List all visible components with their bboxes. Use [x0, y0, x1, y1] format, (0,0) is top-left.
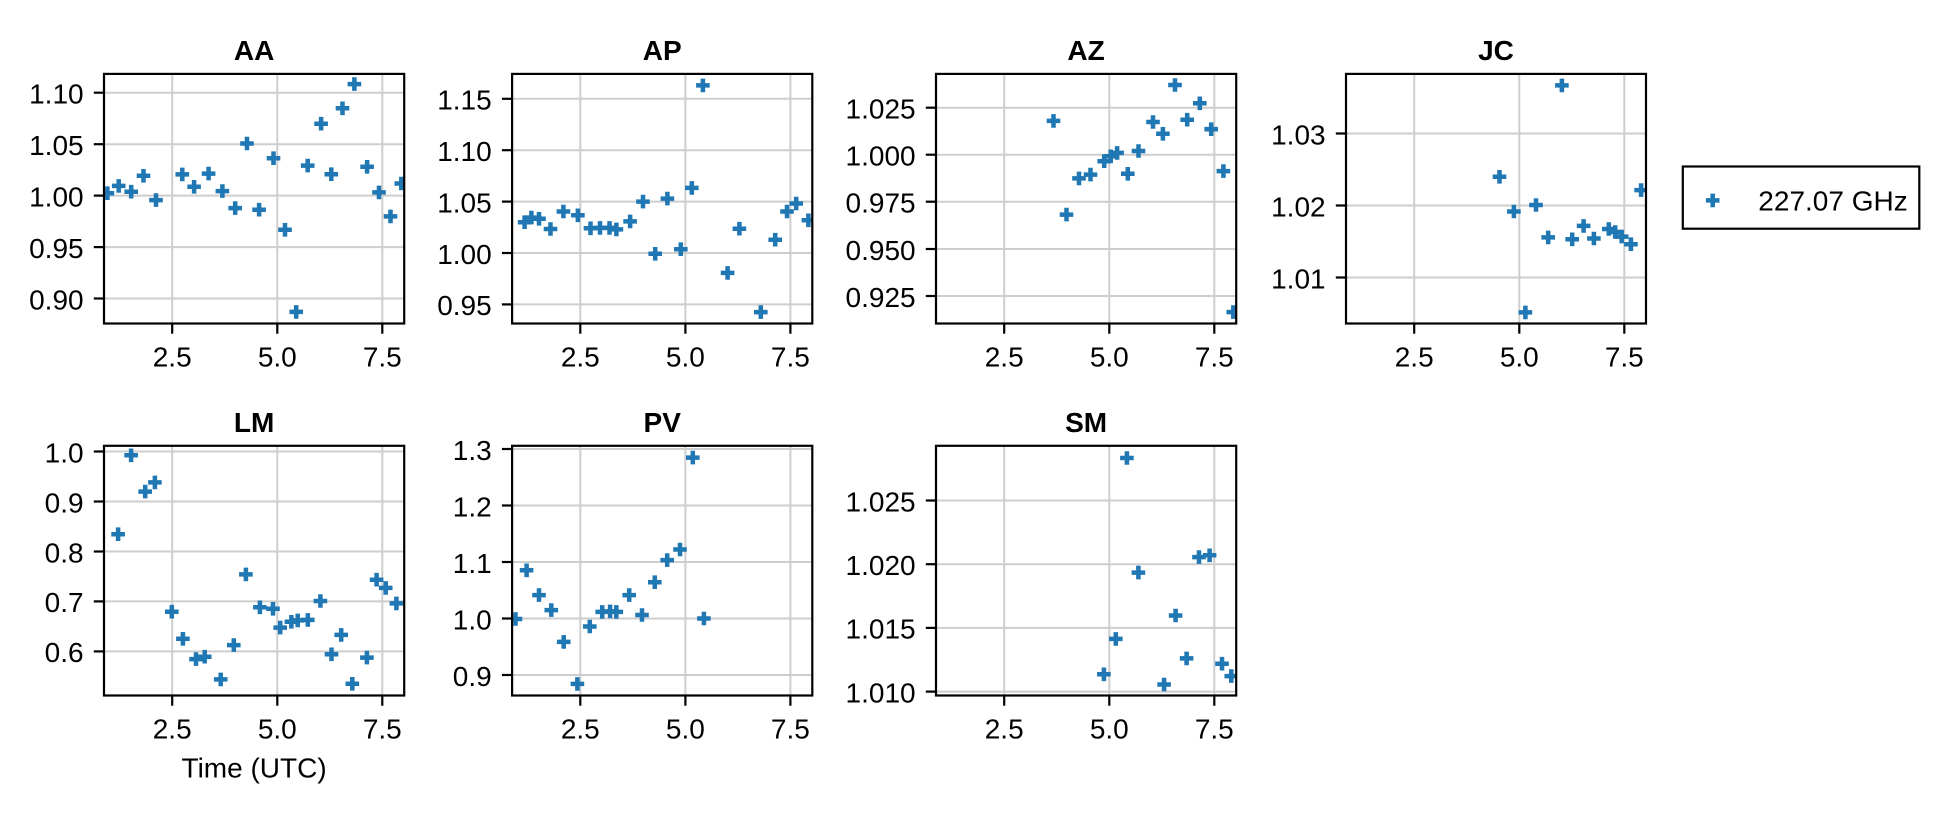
svg-text:2.5: 2.5	[153, 342, 192, 373]
svg-text:2.5: 2.5	[561, 342, 600, 373]
svg-text:1.1: 1.1	[453, 548, 492, 579]
svg-text:0.8: 0.8	[45, 537, 84, 568]
svg-text:1.10: 1.10	[437, 136, 492, 167]
svg-text:7.5: 7.5	[363, 714, 402, 745]
svg-text:7.5: 7.5	[363, 342, 402, 373]
svg-text:7.5: 7.5	[771, 714, 810, 745]
svg-text:PV: PV	[644, 407, 682, 438]
svg-text:0.975: 0.975	[846, 188, 916, 219]
svg-text:1.000: 1.000	[846, 141, 916, 172]
svg-text:0.9: 0.9	[453, 661, 492, 692]
svg-text:1.00: 1.00	[29, 181, 84, 212]
svg-text:5.0: 5.0	[1090, 342, 1129, 373]
svg-text:1.05: 1.05	[437, 187, 492, 218]
svg-text:1.01: 1.01	[1271, 263, 1326, 294]
svg-text:AP: AP	[643, 35, 682, 66]
svg-text:AZ: AZ	[1067, 35, 1104, 66]
svg-text:1.15: 1.15	[437, 85, 492, 116]
svg-text:1.0: 1.0	[45, 437, 84, 468]
svg-text:SM: SM	[1065, 407, 1107, 438]
svg-text:1.02: 1.02	[1271, 191, 1326, 222]
svg-text:1.010: 1.010	[846, 677, 916, 708]
svg-text:1.015: 1.015	[846, 614, 916, 645]
svg-text:0.925: 0.925	[846, 282, 916, 313]
svg-text:1.10: 1.10	[29, 79, 84, 110]
svg-text:2.5: 2.5	[985, 714, 1024, 745]
svg-text:0.90: 0.90	[29, 284, 84, 315]
svg-text:5.0: 5.0	[1500, 342, 1539, 373]
svg-text:227.07 GHz: 227.07 GHz	[1758, 185, 1907, 216]
svg-text:2.5: 2.5	[153, 714, 192, 745]
svg-text:0.9: 0.9	[45, 487, 84, 518]
svg-text:5.0: 5.0	[666, 714, 705, 745]
svg-text:7.5: 7.5	[771, 342, 810, 373]
svg-text:1.025: 1.025	[846, 94, 916, 125]
svg-text:5.0: 5.0	[1090, 714, 1129, 745]
svg-text:2.5: 2.5	[561, 714, 600, 745]
svg-text:2.5: 2.5	[985, 342, 1024, 373]
svg-text:7.5: 7.5	[1195, 714, 1234, 745]
svg-text:JC: JC	[1478, 35, 1514, 66]
svg-text:1.0: 1.0	[453, 604, 492, 635]
svg-text:0.95: 0.95	[29, 233, 84, 264]
svg-text:1.020: 1.020	[846, 550, 916, 581]
svg-text:Time (UTC): Time (UTC)	[182, 753, 327, 784]
svg-text:1.025: 1.025	[846, 486, 916, 517]
svg-text:7.5: 7.5	[1195, 342, 1234, 373]
svg-text:0.950: 0.950	[846, 235, 916, 266]
svg-text:1.05: 1.05	[29, 130, 84, 161]
svg-text:5.0: 5.0	[258, 714, 297, 745]
svg-text:7.5: 7.5	[1605, 342, 1644, 373]
svg-text:LM: LM	[234, 407, 274, 438]
svg-text:1.00: 1.00	[437, 239, 492, 270]
svg-text:0.95: 0.95	[437, 290, 492, 321]
svg-text:1.3: 1.3	[453, 435, 492, 466]
svg-text:AA: AA	[234, 35, 274, 66]
svg-text:1.03: 1.03	[1271, 119, 1326, 150]
svg-text:5.0: 5.0	[258, 342, 297, 373]
svg-text:0.7: 0.7	[45, 587, 84, 618]
svg-text:0.6: 0.6	[45, 637, 84, 668]
svg-text:5.0: 5.0	[666, 342, 705, 373]
svg-text:2.5: 2.5	[1395, 342, 1434, 373]
svg-text:1.2: 1.2	[453, 491, 492, 522]
